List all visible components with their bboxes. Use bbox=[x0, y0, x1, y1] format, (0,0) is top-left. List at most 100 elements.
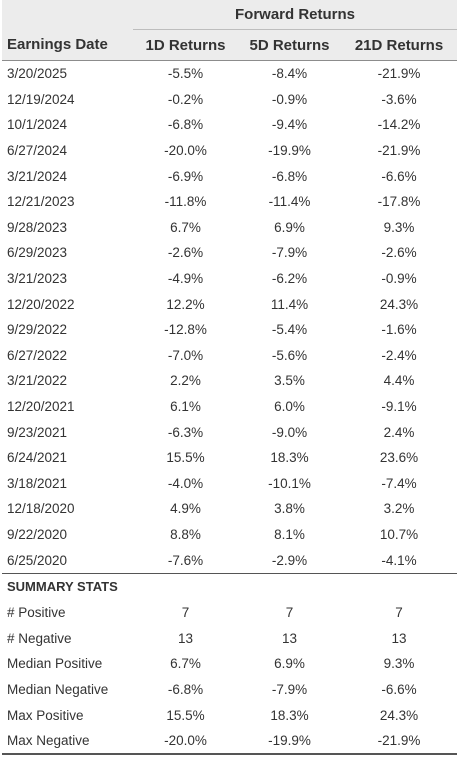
value-cell: -0.9% bbox=[271, 91, 308, 107]
value-cell: -2.6% bbox=[381, 245, 417, 261]
value-cell: -5.4% bbox=[271, 322, 308, 338]
group-header-forward-returns: Forward Returns bbox=[133, 0, 458, 30]
row-label-cell: Median Positive bbox=[7, 656, 103, 672]
table-row: 3/21/2023 -4.9% -6.2% -0.9% bbox=[2, 266, 457, 292]
group-header-spacer bbox=[2, 0, 133, 30]
column-header-row: Earnings Date 1D Returns 5D Returns 21D … bbox=[2, 29, 458, 61]
value-cell: 7 bbox=[285, 605, 294, 621]
value-cell: 15.5% bbox=[166, 707, 205, 723]
table-row: 6/25/2020 -7.6% -2.9% -4.1% bbox=[2, 547, 457, 573]
value-cell: -1.6% bbox=[381, 322, 417, 338]
value-cell: -8.4% bbox=[271, 66, 308, 82]
value-cell: -6.9% bbox=[167, 168, 204, 184]
value-cell: 6.1% bbox=[170, 399, 201, 415]
value-cell: -20.0% bbox=[164, 143, 207, 159]
row-label-cell: 3/21/2023 bbox=[7, 271, 68, 287]
column-header-5d-returns: 5D Returns bbox=[238, 29, 341, 61]
row-label-cell: 12/18/2020 bbox=[7, 501, 75, 517]
row-label-cell: 6/24/2021 bbox=[7, 450, 68, 466]
value-cell: -21.9% bbox=[341, 727, 458, 756]
summary-stats: SUMMARY STATS # Positive 7 7 7 # Negative 13 1… bbox=[2, 572, 458, 756]
table-row: 12/18/2020 4.9% 3.8% 3.2% bbox=[2, 496, 457, 522]
value-cell: 24.3% bbox=[379, 707, 419, 723]
row-label-cell: 9/23/2021 bbox=[7, 424, 68, 440]
value-cell: 8.8% bbox=[170, 526, 201, 542]
row-label-cell: 6/27/2024 bbox=[7, 143, 68, 159]
row-label-cell: 3/20/2025 bbox=[7, 66, 68, 82]
value-cell: 4.9% bbox=[170, 501, 201, 517]
value-cell: -4.9% bbox=[167, 271, 204, 287]
summary-row: Max Positive 15.5% 18.3% 24.3% bbox=[2, 702, 457, 728]
value-cell: -11.8% bbox=[164, 194, 207, 210]
table-row: 10/1/2024 -6.8% -9.4% -14.2% bbox=[2, 112, 457, 138]
value-cell: -19.9% bbox=[238, 727, 341, 756]
row-label-cell: 12/21/2023 bbox=[7, 194, 75, 210]
row-label-cell: Max Negative bbox=[2, 727, 133, 756]
table-row: 9/28/2023 6.7% 6.9% 9.3% bbox=[2, 215, 457, 241]
row-label-cell: 12/20/2022 bbox=[7, 296, 75, 312]
row-label-cell: 10/1/2024 bbox=[7, 117, 68, 133]
row-label-cell: 9/22/2020 bbox=[7, 526, 68, 542]
table-row: 12/21/2023 -11.8% -11.4% -17.8% bbox=[2, 189, 457, 215]
value-cell: 4.4% bbox=[383, 373, 415, 389]
row-label-cell: Max Positive bbox=[7, 707, 84, 723]
summary-row: # Positive 7 7 7 bbox=[2, 600, 457, 626]
row-label-cell: 9/28/2023 bbox=[7, 219, 68, 235]
row-label-cell: 6/25/2020 bbox=[7, 552, 68, 568]
value-cell: 8.1% bbox=[274, 526, 305, 542]
value-cell: 13 bbox=[281, 630, 298, 646]
row-label-cell: # Positive bbox=[7, 605, 66, 621]
value-cell: -9.4% bbox=[271, 117, 308, 133]
value-cell: 6.7% bbox=[170, 219, 201, 235]
summary-header-row: SUMMARY STATS bbox=[2, 572, 458, 600]
value-cell: -2.9% bbox=[271, 552, 308, 568]
value-cell: -11.4% bbox=[268, 194, 311, 210]
value-cell: -2.6% bbox=[167, 245, 204, 261]
column-header-1d-returns: 1D Returns bbox=[133, 29, 238, 61]
value-cell: 3.5% bbox=[274, 373, 305, 389]
value-cell: -9.0% bbox=[271, 424, 308, 440]
value-cell: -10.1% bbox=[268, 475, 311, 491]
table-row: 12/20/2021 6.1% 6.0% -9.1% bbox=[2, 394, 457, 420]
value-cell: -6.6% bbox=[381, 681, 417, 697]
row-label-cell: 12/19/2024 bbox=[7, 91, 75, 107]
summary-row: Median Negative -6.8% -7.9% -6.6% bbox=[2, 677, 457, 703]
value-cell: 13 bbox=[391, 630, 407, 646]
table-row: 9/23/2021 -6.3% -9.0% 2.4% bbox=[2, 419, 457, 445]
value-cell: -7.9% bbox=[271, 681, 308, 697]
table-row: 3/21/2022 2.2% 3.5% 4.4% bbox=[2, 368, 457, 394]
value-cell: -5.5% bbox=[167, 66, 204, 82]
summary-row: # Negative 13 13 13 bbox=[2, 625, 457, 651]
value-cell: 12.2% bbox=[166, 296, 205, 312]
value-cell: 13 bbox=[177, 630, 194, 646]
value-cell: 6.9% bbox=[274, 656, 305, 672]
value-cell: -7.4% bbox=[381, 475, 417, 491]
value-cell: 7 bbox=[181, 605, 190, 621]
row-label-cell: 12/20/2021 bbox=[7, 399, 75, 415]
value-cell: -19.9% bbox=[268, 143, 311, 159]
value-cell: -14.2% bbox=[377, 117, 421, 133]
summary-row: Max Negative -20.0% -19.9% -21.9% bbox=[2, 727, 458, 756]
value-cell: -20.0% bbox=[133, 727, 238, 756]
row-label-cell: 3/21/2024 bbox=[7, 168, 68, 184]
value-cell: -7.6% bbox=[167, 552, 204, 568]
value-cell: -4.0% bbox=[167, 475, 204, 491]
value-cell: 18.3% bbox=[270, 707, 309, 723]
table-row: 6/29/2023 -2.6% -7.9% -2.6% bbox=[2, 240, 457, 266]
value-cell: -12.8% bbox=[164, 322, 207, 338]
table-row: 3/21/2024 -6.9% -6.8% -6.6% bbox=[2, 163, 457, 189]
value-cell: -5.6% bbox=[271, 347, 308, 363]
value-cell: -6.8% bbox=[167, 681, 204, 697]
value-cell: 3.8% bbox=[274, 501, 305, 517]
value-cell: -0.9% bbox=[381, 271, 417, 287]
row-label-cell: # Negative bbox=[7, 630, 72, 646]
table-row: 6/27/2022 -7.0% -5.6% -2.4% bbox=[2, 343, 457, 369]
value-cell: -6.2% bbox=[271, 271, 308, 287]
table-header: Forward Returns Earnings Date 1D Returns… bbox=[2, 0, 458, 61]
column-header-earnings-date: Earnings Date bbox=[2, 29, 133, 61]
table-body: 3/20/2025 -5.5% -8.4% -21.9% 12/19/2024 -0.2%… bbox=[2, 61, 457, 574]
value-cell: -4.1% bbox=[381, 552, 417, 568]
table-row: 6/27/2024 -20.0% -19.9% -21.9% bbox=[2, 138, 457, 164]
table-row: 3/20/2025 -5.5% -8.4% -21.9% bbox=[2, 61, 457, 87]
